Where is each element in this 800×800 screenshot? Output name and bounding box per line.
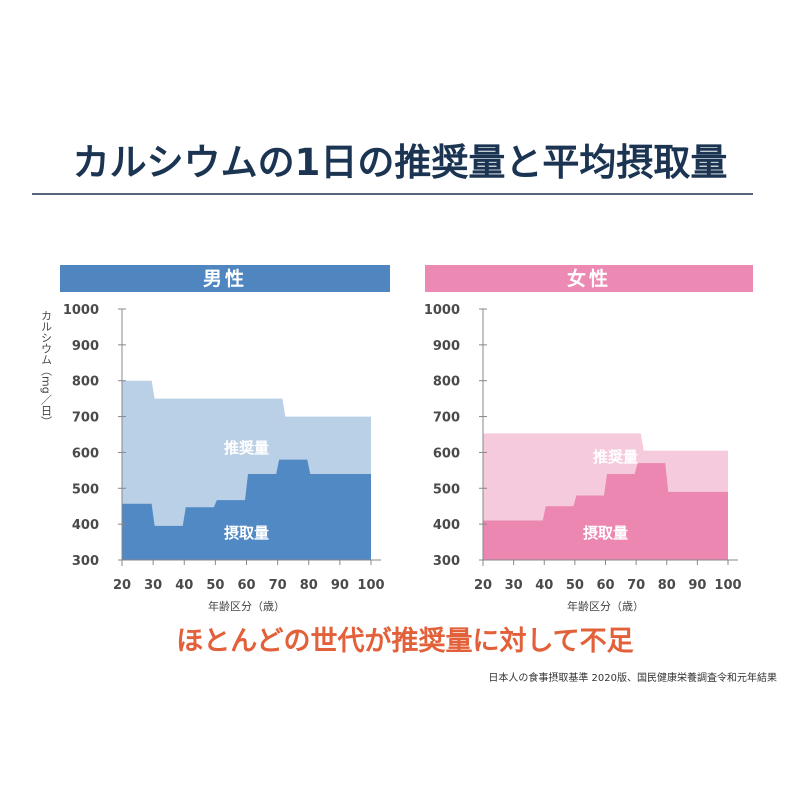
area-intake <box>122 459 371 560</box>
x-tick-label: 100 <box>357 578 384 593</box>
x-axis-label: 年齢区分（歳） <box>567 599 644 613</box>
x-tick-label: 90 <box>688 578 706 593</box>
source-note: 日本人の食事摂取基準 2020版、国民健康栄養調査令和元年結果 <box>488 671 777 684</box>
y-tick-label: 500 <box>72 482 99 497</box>
x-tick-label: 100 <box>714 578 741 593</box>
x-tick-label: 30 <box>505 578 523 593</box>
y-tick-label: 400 <box>72 518 99 533</box>
y-tick-label: 800 <box>433 375 460 390</box>
x-tick-label: 20 <box>474 578 492 593</box>
x-tick-label: 40 <box>535 578 553 593</box>
panel-header <box>425 265 753 292</box>
x-tick-label: 70 <box>269 578 287 593</box>
y-tick-label: 400 <box>433 518 460 533</box>
y-tick-label: 300 <box>433 554 460 569</box>
x-tick-label: 80 <box>658 578 676 593</box>
panel-title: 女性 <box>567 267 611 290</box>
x-tick-label: 40 <box>175 578 193 593</box>
panel-title: 男性 <box>203 267 247 290</box>
y-tick-label: 500 <box>433 482 460 497</box>
y-tick-label: 900 <box>433 339 460 354</box>
y-tick-label: 600 <box>433 446 460 461</box>
series-label-intake: 摂取量 <box>224 524 269 542</box>
area-intake <box>483 463 728 560</box>
x-tick-label: 50 <box>566 578 584 593</box>
x-tick-label: 20 <box>113 578 131 593</box>
x-tick-label: 80 <box>300 578 318 593</box>
series-label-recommended: 推奨量 <box>224 439 269 457</box>
x-tick-label: 90 <box>331 578 349 593</box>
panel-header <box>60 265 390 292</box>
x-axis-label: 年齢区分（歳） <box>208 599 285 613</box>
x-tick-label: 50 <box>206 578 224 593</box>
y-tick-label: 1000 <box>424 303 460 318</box>
x-tick-label: 60 <box>596 578 614 593</box>
y-tick-label: 300 <box>72 554 99 569</box>
y-tick-label: 900 <box>72 339 99 354</box>
y-tick-label: 800 <box>72 375 99 390</box>
page-title: カルシウムの1日の推奨量と平均摂取量 <box>73 141 728 184</box>
series-label-intake: 摂取量 <box>583 524 628 542</box>
y-axis-label: カルシウム（mg／日） <box>40 310 53 427</box>
x-tick-label: 30 <box>144 578 162 593</box>
y-tick-label: 700 <box>72 411 99 426</box>
conclusion-text: ほとんどの世代が推奨量に対して不足 <box>176 625 633 657</box>
series-label-recommended: 推奨量 <box>593 448 638 466</box>
y-tick-label: 1000 <box>63 303 99 318</box>
x-tick-label: 60 <box>237 578 255 593</box>
y-tick-label: 600 <box>72 446 99 461</box>
x-tick-label: 70 <box>627 578 645 593</box>
y-tick-label: 700 <box>433 411 460 426</box>
